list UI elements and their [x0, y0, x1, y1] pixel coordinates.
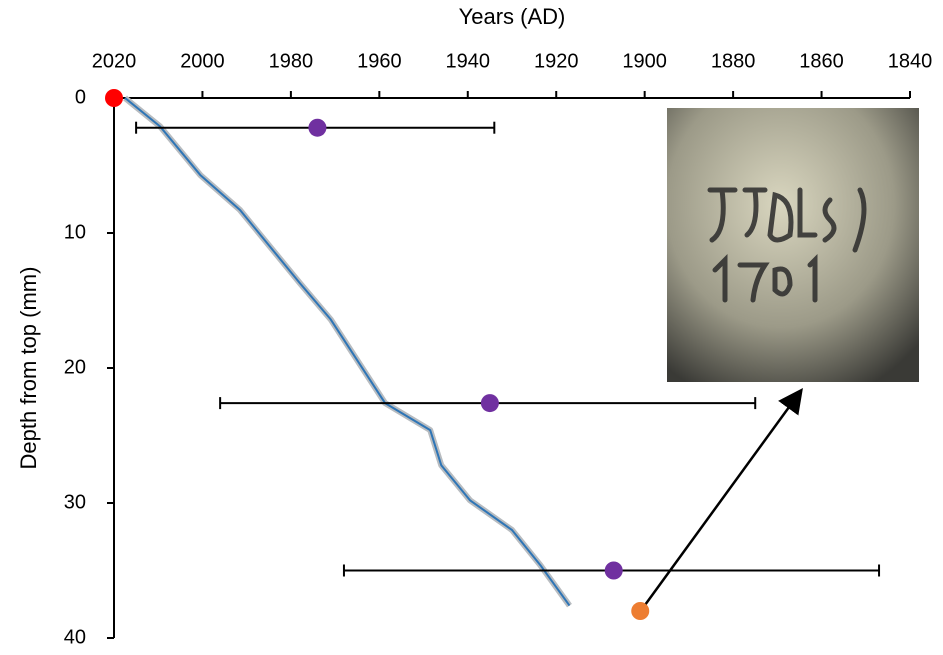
x-tick-label: 1920: [534, 50, 579, 72]
y-axis-title: Depth from top (mm): [16, 267, 41, 470]
model-halo: [125, 98, 569, 606]
x-axis-title: Years (AD): [459, 4, 566, 29]
page: {"chart_data": {"type": "scatter", "x_la…: [0, 0, 943, 655]
point: [308, 119, 326, 137]
arrow: [645, 392, 800, 605]
photo-inset: [667, 108, 919, 382]
y-tick-label: 30: [64, 491, 86, 513]
photo: [667, 108, 919, 382]
point: [481, 394, 499, 412]
point: [605, 562, 623, 580]
y-tick-label: 0: [75, 86, 86, 108]
point: [105, 89, 123, 107]
y-tick-label: 20: [64, 356, 86, 378]
point: [631, 602, 649, 620]
x-tick-label: 2020: [92, 50, 137, 72]
x-tick-label: 2000: [180, 50, 225, 72]
model-line: [125, 98, 569, 606]
x-tick-label: 1900: [622, 50, 667, 72]
x-tick-label: 1860: [799, 50, 844, 72]
y-tick-label: 10: [64, 221, 86, 243]
x-tick-label: 1960: [357, 50, 402, 72]
chart: Years (AD) Depth from top (mm) 2020 2000 1…: [0, 0, 943, 655]
x-tick-label: 1980: [269, 50, 314, 72]
x-tick-label: 1880: [711, 50, 756, 72]
x-tick-label: 1940: [446, 50, 491, 72]
x-tick-label: 1840: [888, 50, 933, 72]
y-tick-label: 40: [64, 626, 86, 648]
